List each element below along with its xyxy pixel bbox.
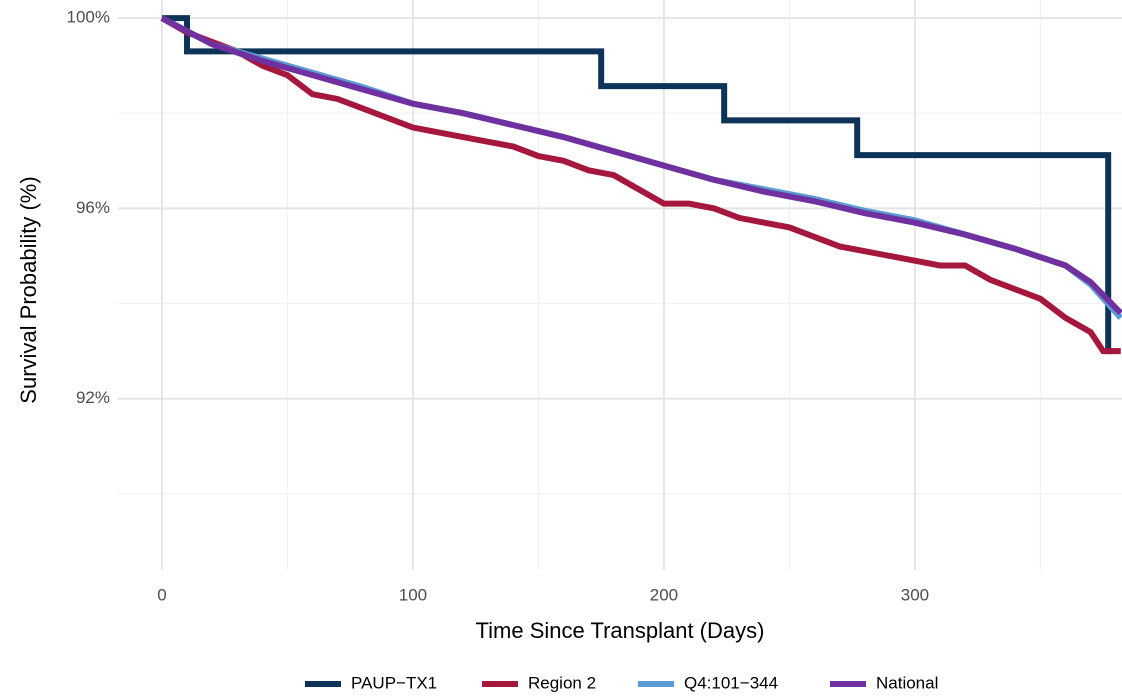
series-line	[161, 15, 1114, 355]
legend-label: National	[876, 673, 938, 692]
x-axis-title: Time Since Transplant (Days)	[476, 618, 765, 643]
legend-label: Q4:101−344	[684, 673, 778, 692]
y-tick-label: 92%	[76, 388, 110, 407]
plot-lines	[160, 15, 1122, 355]
x-tick-label: 0	[157, 585, 166, 604]
series-line	[160, 15, 1122, 316]
y-tick-label: 96%	[76, 198, 110, 217]
series-line	[160, 15, 1121, 355]
x-tick-label: 200	[650, 585, 678, 604]
x-tick-label: 100	[399, 585, 427, 604]
y-tick-label: 100%	[67, 8, 110, 27]
legend-label: Region 2	[528, 673, 596, 692]
legend-label: PAUP−TX1	[351, 673, 437, 692]
x-tick-label: 300	[901, 585, 929, 604]
y-axis-title: Survival Probability (%)	[16, 176, 41, 403]
